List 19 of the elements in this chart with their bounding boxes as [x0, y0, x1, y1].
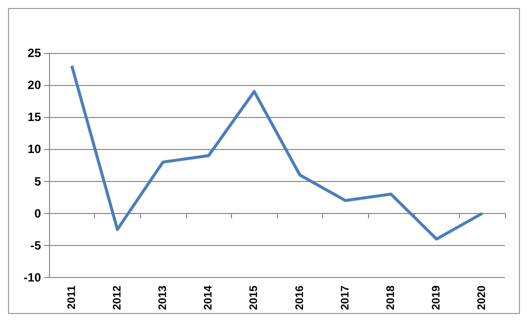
y-tick-label: -5 — [30, 238, 42, 252]
y-tick-label: 5 — [34, 174, 42, 188]
y-tick-label: -10 — [24, 270, 42, 285]
y-tick-label: 15 — [28, 110, 42, 124]
x-tick-label: 2018 — [385, 286, 397, 310]
y-tick-label: 0 — [34, 206, 42, 220]
line-series — [70, 64, 484, 241]
x-tick-label: 2012 — [111, 286, 124, 310]
y-tick-label: 20 — [28, 78, 42, 92]
x-tick-label: 2013 — [157, 286, 169, 310]
y-tick-label: 10 — [28, 142, 42, 156]
x-tick-label: 2011 — [66, 286, 78, 310]
y-tick-label: 25 — [28, 46, 42, 60]
x-tick-label: 2019 — [430, 286, 443, 310]
x-tick-label: 2015 — [248, 286, 260, 310]
x-tick-label: 2016 — [294, 286, 306, 310]
x-tick-label: 2014 — [202, 284, 215, 310]
x-tick-label: 2020 — [476, 286, 488, 310]
x-tick-label: 2017 — [339, 286, 352, 310]
